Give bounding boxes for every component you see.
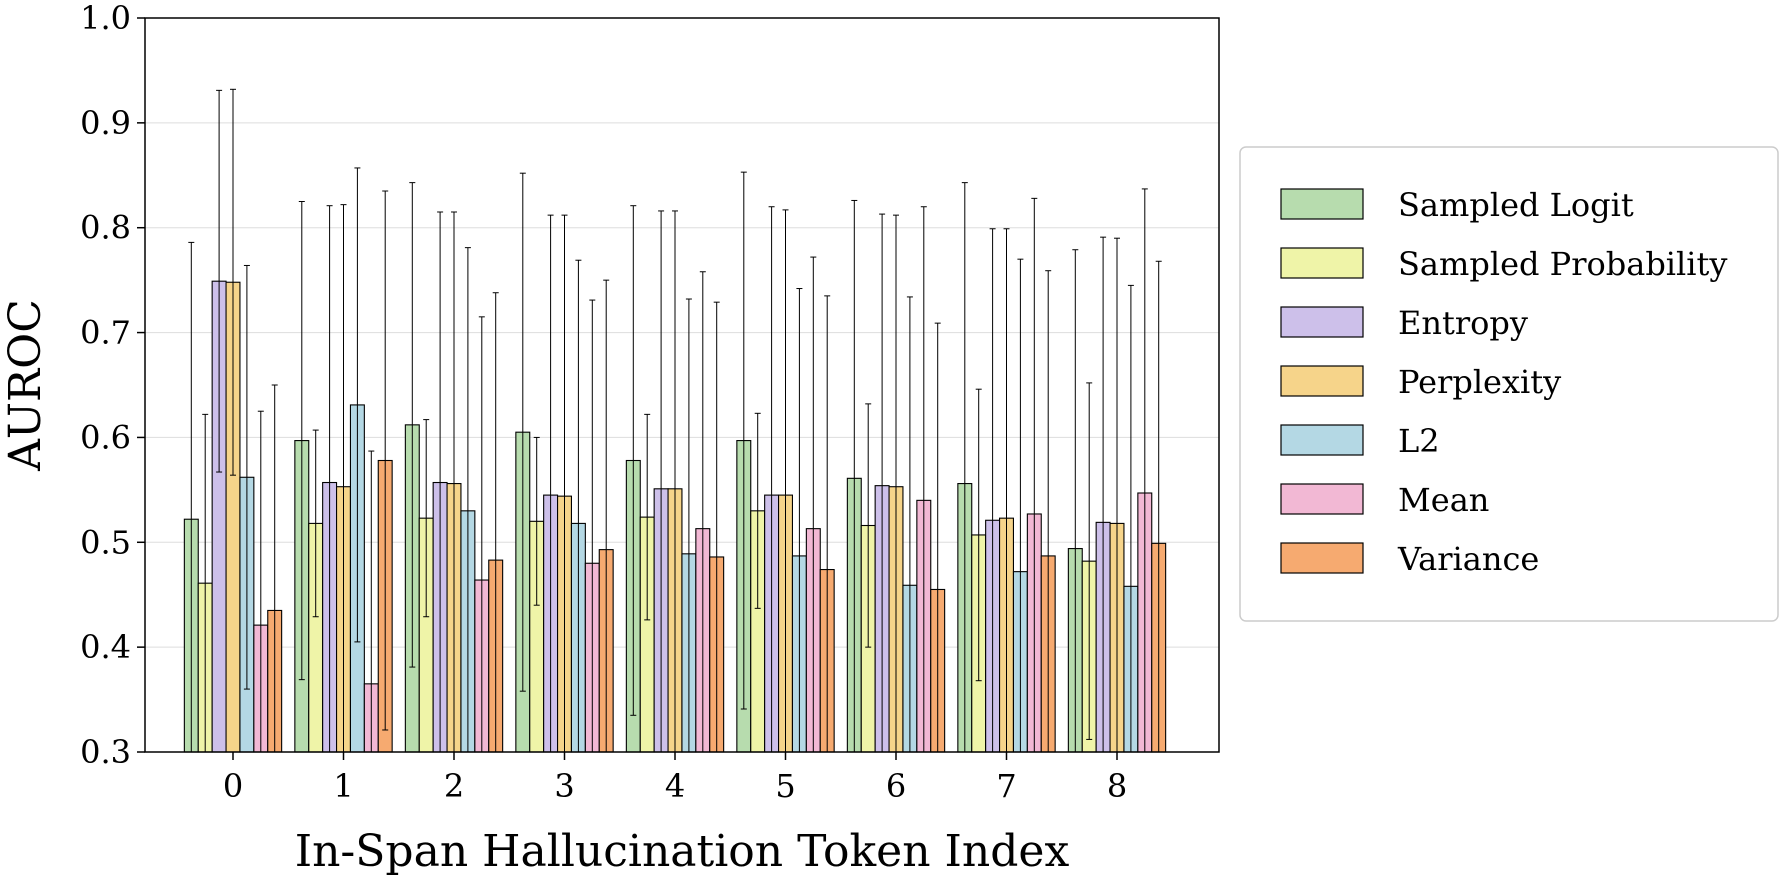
legend-label-l2: L2 bbox=[1398, 422, 1440, 460]
y-tick-label: 0.8 bbox=[80, 209, 131, 247]
x-tick-label: 3 bbox=[554, 767, 574, 805]
y-tick-label: 0.4 bbox=[80, 628, 131, 666]
y-axis-title: AUROC bbox=[0, 299, 51, 472]
x-axis-title: In-Span Hallucination Token Index bbox=[295, 826, 1070, 877]
legend-swatch-l2 bbox=[1280, 424, 1364, 456]
legend-swatch-perplexity bbox=[1280, 365, 1364, 397]
x-tick-label: 8 bbox=[1107, 767, 1127, 805]
legend-swatch-mean bbox=[1280, 483, 1364, 515]
legend-label-entropy: Entropy bbox=[1398, 304, 1528, 342]
legend-swatch-entropy bbox=[1280, 306, 1364, 338]
y-tick-label: 1.0 bbox=[80, 0, 131, 37]
y-tick-label: 0.5 bbox=[80, 523, 131, 561]
x-tick-label: 6 bbox=[886, 767, 906, 805]
y-axis-ticks: 0.3 0.4 0.5 0.6 0.7 0.8 0.9 1.0 bbox=[80, 0, 145, 771]
legend: Sampled Logit Sampled Probability Entropy P… bbox=[1239, 146, 1779, 622]
legend-label-variance: Variance bbox=[1397, 540, 1539, 578]
x-tick-label: 0 bbox=[223, 767, 243, 805]
legend-swatch-variance bbox=[1280, 542, 1364, 574]
legend-label-sampled-probability: Sampled Probability bbox=[1398, 245, 1727, 283]
legend-label-sampled-logit: Sampled Logit bbox=[1398, 186, 1634, 224]
x-tick-label: 2 bbox=[444, 767, 464, 805]
legend-label-perplexity: Perplexity bbox=[1398, 363, 1561, 401]
y-tick-label: 0.7 bbox=[80, 314, 131, 352]
x-tick-label: 4 bbox=[665, 767, 685, 805]
plot-frame bbox=[144, 17, 1220, 753]
x-axis-ticks: 0 1 2 3 4 5 6 7 8 bbox=[223, 752, 1127, 805]
error-bars bbox=[188, 88, 1162, 753]
legend-label-mean: Mean bbox=[1398, 481, 1489, 519]
x-tick-label: 7 bbox=[996, 767, 1016, 805]
x-tick-label: 5 bbox=[775, 767, 795, 805]
x-tick-label: 1 bbox=[333, 767, 353, 805]
legend-swatch-sampled-logit bbox=[1280, 188, 1364, 220]
legend-swatch-sampled-probability bbox=[1280, 247, 1364, 279]
y-tick-label: 0.3 bbox=[80, 733, 131, 771]
y-tick-label: 0.9 bbox=[80, 104, 131, 142]
y-tick-label: 0.6 bbox=[80, 418, 131, 456]
legend-box bbox=[1239, 146, 1779, 622]
